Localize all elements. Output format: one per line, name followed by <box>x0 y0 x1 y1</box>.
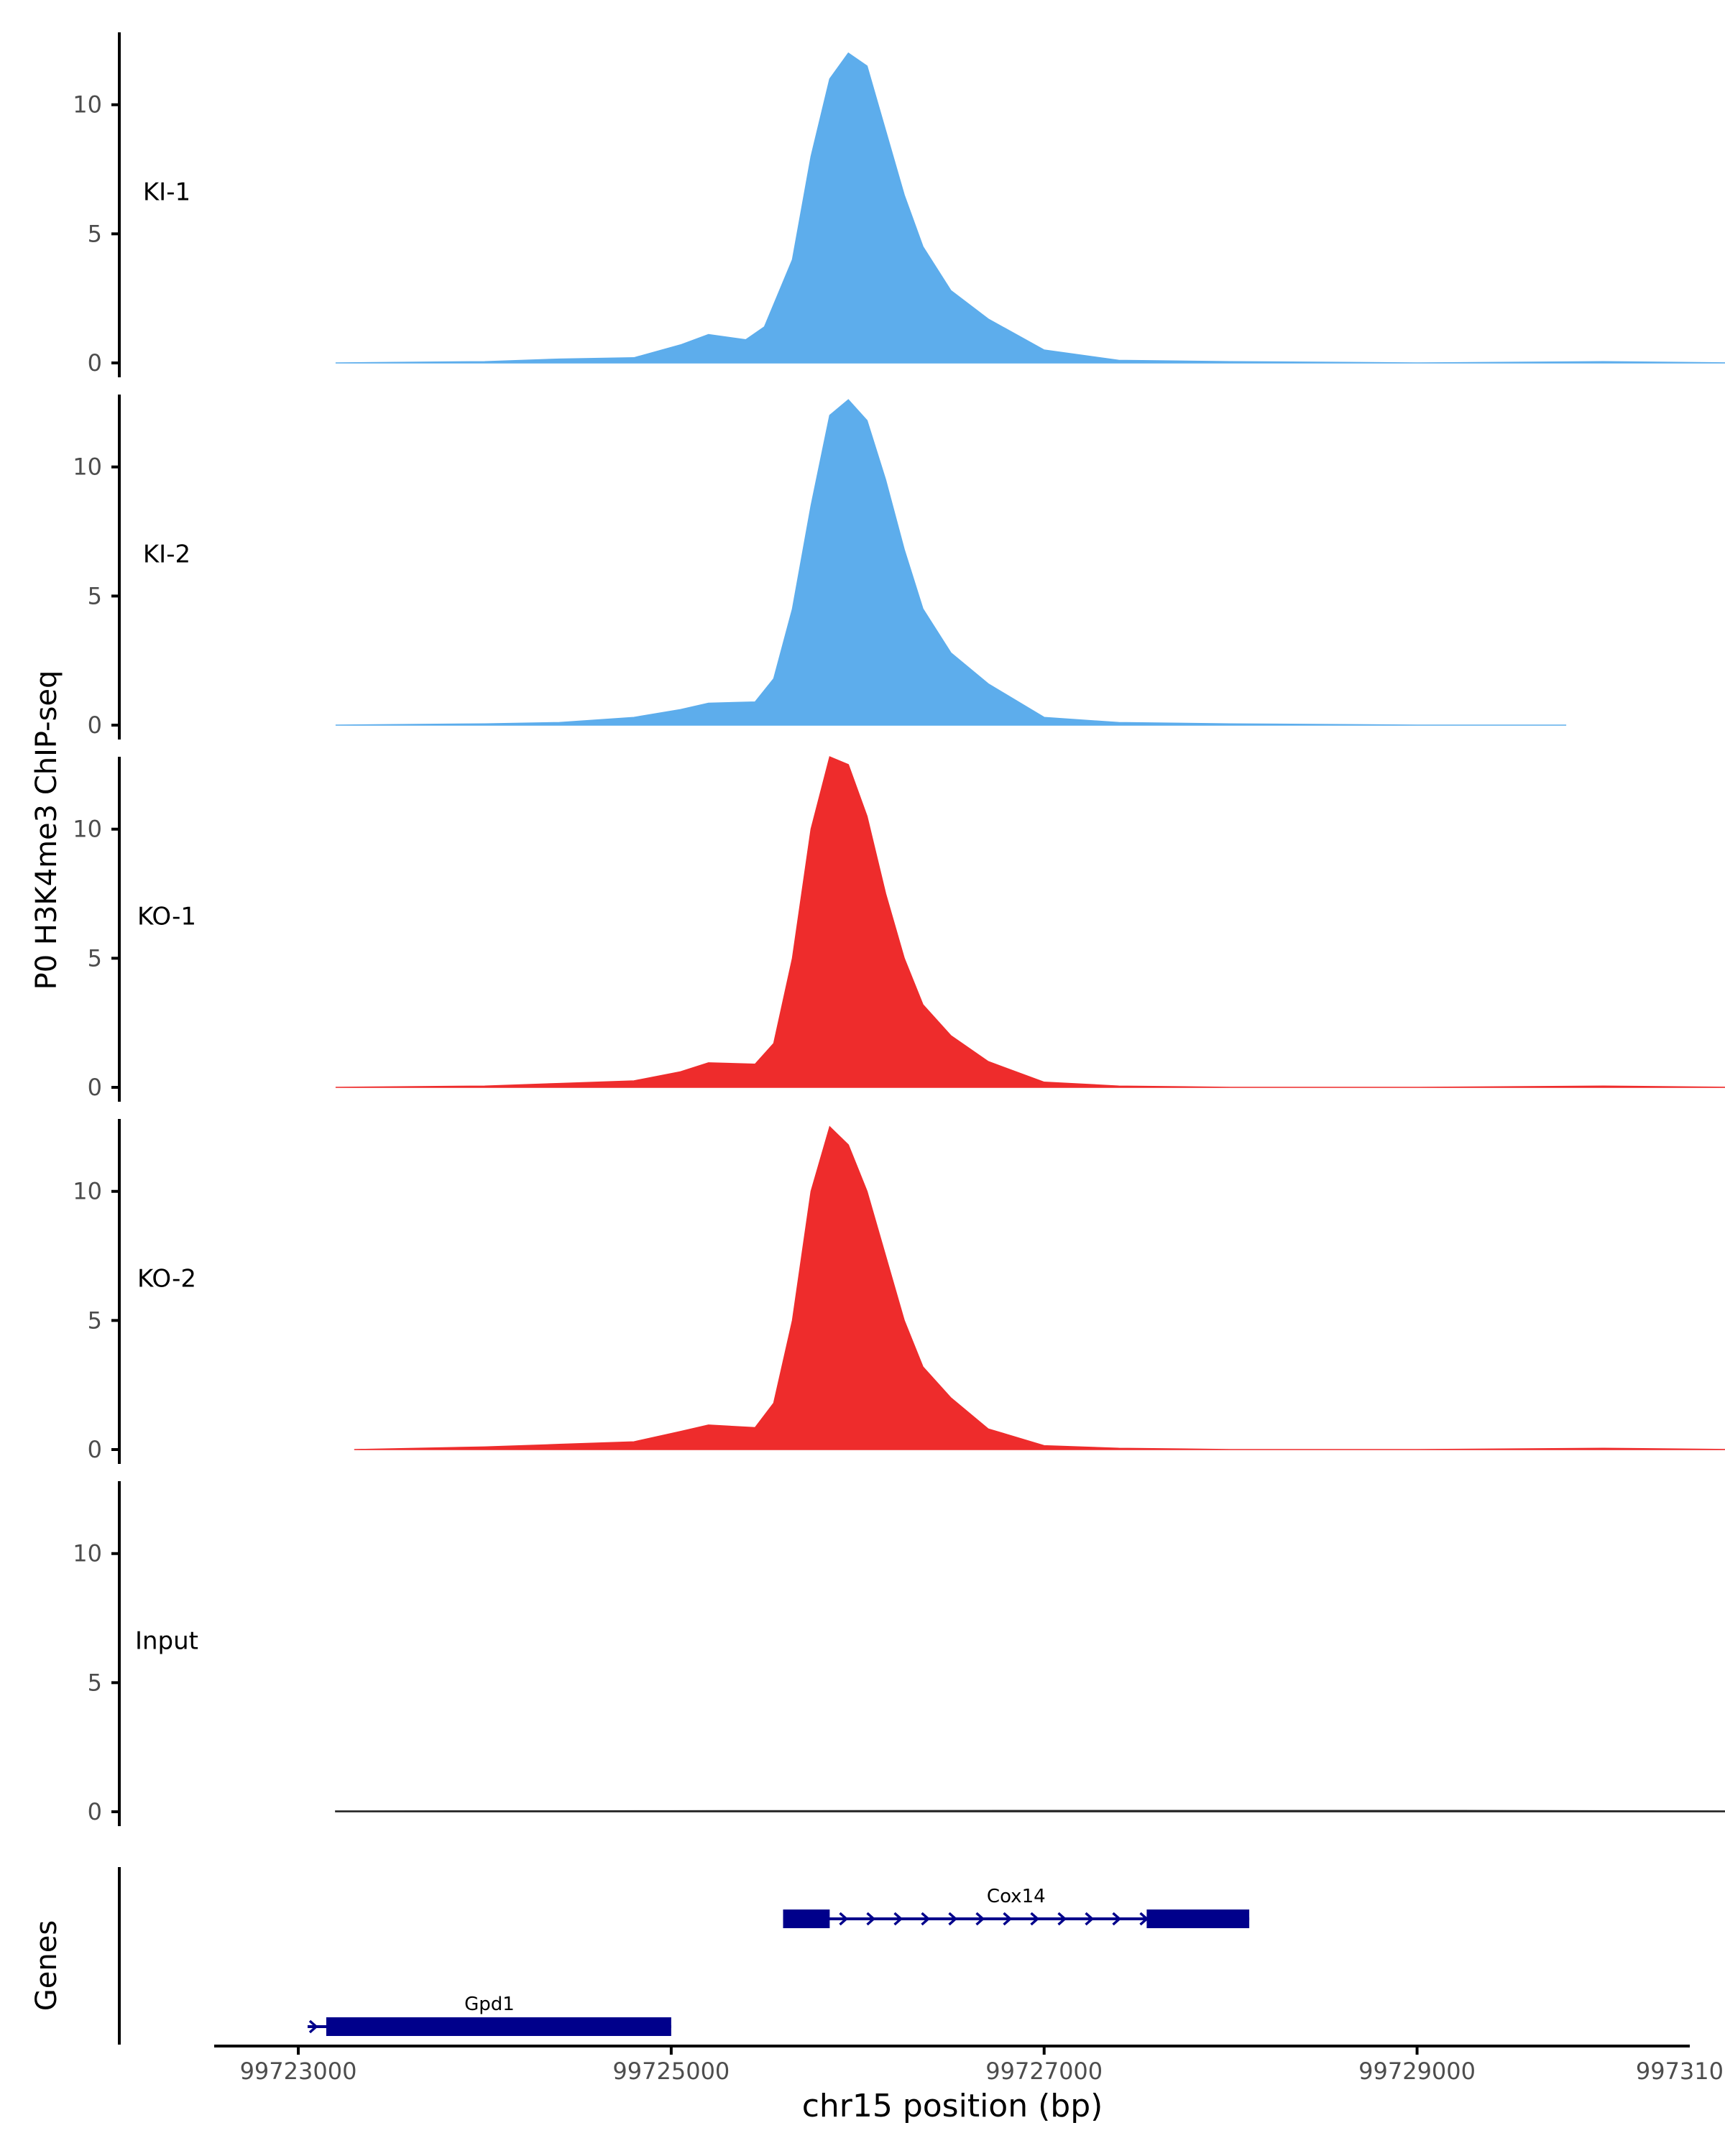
strand-arrow <box>1030 1912 1040 1926</box>
y-tick-label: 10 <box>73 91 102 119</box>
track-label: KI-2 <box>143 540 190 569</box>
y-tick-label: 10 <box>73 816 102 843</box>
genes-group: Gpd1 Cox14 <box>118 1867 1250 2045</box>
gene-cox14: Cox14 <box>783 1886 1250 1928</box>
track-label: KO-1 <box>137 903 196 931</box>
strand-arrow <box>921 1912 931 1926</box>
x-tick-label: 99725000 <box>612 2058 730 2085</box>
track-ki-1: 0 5 10 KI-1 <box>73 32 1725 377</box>
track-label: KO-2 <box>137 1265 196 1294</box>
y-tick-label: 10 <box>73 1540 102 1567</box>
track-input: 0 5 10 Input <box>73 1481 1725 1826</box>
gene-label: Gpd1 <box>464 1994 515 2015</box>
strand-arrow <box>893 1912 903 1926</box>
coverage-area <box>335 756 1725 1088</box>
track-ki-2: 0 5 10 KI-2 <box>73 395 1567 740</box>
x-tick-label: 997310 <box>1636 2058 1724 2085</box>
genes-panel-label: Genes <box>30 1920 63 2011</box>
coverage-area <box>335 52 1725 364</box>
x-tick-label: 99723000 <box>240 2058 357 2085</box>
track-label: KI-1 <box>143 178 190 207</box>
gene-exon <box>1146 1909 1250 1928</box>
strand-arrow <box>866 1912 876 1926</box>
track-label: Input <box>135 1627 198 1656</box>
y-tick-label: 0 <box>88 1074 102 1101</box>
gene-label: Cox14 <box>987 1886 1046 1907</box>
gene-exon <box>326 2017 671 2036</box>
gene-exon <box>783 1909 830 1928</box>
strand-arrow <box>1112 1912 1122 1926</box>
x-axis: 99723000 99725000 99727000 99729000 997310 <box>214 2045 1724 2085</box>
x-tick-label: 99727000 <box>985 2058 1103 2085</box>
track-ko-1: 0 5 10 KO-1 <box>73 756 1725 1102</box>
strand-arrow <box>839 1912 849 1926</box>
x-tick-label: 99729000 <box>1358 2058 1476 2085</box>
coverage-area <box>354 1125 1725 1450</box>
strand-arrow <box>1003 1912 1013 1926</box>
gene-gpd1: Gpd1 <box>307 1994 671 2036</box>
tracks-group: 0 5 10 KI-1 0 5 10 KI-2 0 5 10 KO-1 0 5 10 KO-2 0 5 10 Inpu… <box>73 32 1725 1826</box>
track-ko-2: 0 5 10 KO-2 <box>73 1119 1725 1464</box>
y-axis-label: P0 H3K4me3 ChIP-seq <box>30 671 63 990</box>
y-tick-label: 5 <box>88 220 102 247</box>
y-tick-label: 10 <box>73 453 102 481</box>
strand-arrow <box>975 1912 985 1926</box>
y-tick-label: 5 <box>88 582 102 609</box>
y-tick-label: 5 <box>88 1307 102 1334</box>
strand-arrow <box>1085 1912 1095 1926</box>
coverage-area <box>335 399 1567 726</box>
y-tick-label: 0 <box>88 711 102 739</box>
coverage-area <box>335 1810 1725 1812</box>
y-tick-label: 5 <box>88 944 102 972</box>
y-tick-label: 10 <box>73 1178 102 1205</box>
y-tick-label: 5 <box>88 1669 102 1696</box>
y-tick-label: 0 <box>88 1798 102 1825</box>
strand-arrow <box>948 1912 958 1926</box>
y-tick-label: 0 <box>88 1436 102 1463</box>
y-tick-label: 0 <box>88 349 102 377</box>
strand-arrow <box>308 2019 318 2034</box>
strand-arrow <box>1057 1912 1067 1926</box>
x-axis-label: chr15 position (bp) <box>802 2088 1103 2124</box>
